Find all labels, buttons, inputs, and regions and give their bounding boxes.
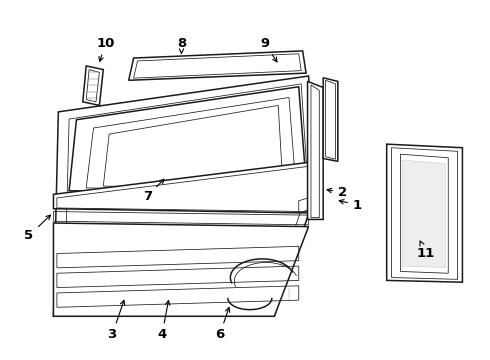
Text: 6: 6 xyxy=(215,307,230,341)
Polygon shape xyxy=(53,76,318,316)
Text: 4: 4 xyxy=(157,301,170,341)
Polygon shape xyxy=(129,51,306,80)
Polygon shape xyxy=(53,162,318,213)
Text: 3: 3 xyxy=(107,300,124,341)
Text: 1: 1 xyxy=(339,199,362,212)
Text: 7: 7 xyxy=(143,179,164,203)
Polygon shape xyxy=(402,160,445,267)
Text: 2: 2 xyxy=(327,186,347,199)
Polygon shape xyxy=(323,78,338,161)
Polygon shape xyxy=(53,223,309,316)
Text: 9: 9 xyxy=(260,36,277,62)
Polygon shape xyxy=(387,144,463,282)
Text: 8: 8 xyxy=(177,36,186,53)
Text: 5: 5 xyxy=(24,215,50,242)
Polygon shape xyxy=(308,81,323,220)
Polygon shape xyxy=(83,66,103,105)
Text: 11: 11 xyxy=(416,241,435,260)
Text: 10: 10 xyxy=(97,36,115,62)
Polygon shape xyxy=(69,87,307,195)
